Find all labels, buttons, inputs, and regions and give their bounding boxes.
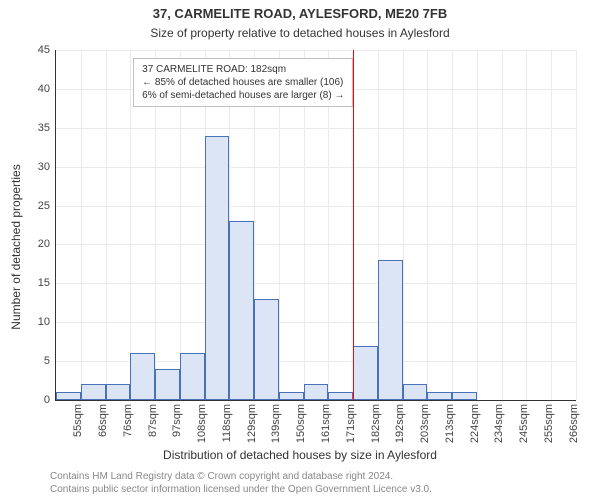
histogram-bar xyxy=(56,392,81,400)
x-tick-label: 224sqm xyxy=(469,404,481,443)
gridline-h xyxy=(56,167,576,168)
x-tick-label: 55sqm xyxy=(72,404,84,437)
histogram-bar xyxy=(328,392,353,400)
x-tick-label: 76sqm xyxy=(122,404,134,437)
gridline-h xyxy=(56,244,576,245)
y-tick-label: 25 xyxy=(38,200,50,212)
y-tick-label: 35 xyxy=(38,122,50,134)
gridline-v xyxy=(452,50,453,400)
gridline-v xyxy=(576,50,577,400)
y-tick-label: 45 xyxy=(38,44,50,56)
x-tick-label: 213sqm xyxy=(444,404,456,443)
x-tick-label: 87sqm xyxy=(147,404,159,437)
gridline-v xyxy=(526,50,527,400)
histogram-bar xyxy=(254,299,279,400)
x-tick-label: 66sqm xyxy=(97,404,109,437)
histogram-bar xyxy=(180,353,205,400)
histogram-bar xyxy=(304,384,329,400)
x-tick-label: 171sqm xyxy=(345,404,357,443)
y-tick-label: 5 xyxy=(44,355,50,367)
y-tick-label: 40 xyxy=(38,83,50,95)
histogram-bar xyxy=(427,392,452,400)
x-tick-label: 245sqm xyxy=(518,404,530,443)
x-tick-label: 97sqm xyxy=(171,404,183,437)
x-tick-label: 139sqm xyxy=(270,404,282,443)
chart-title-address: 37, CARMELITE ROAD, AYLESFORD, ME20 7FB xyxy=(0,6,600,21)
gridline-v xyxy=(130,50,131,400)
annotation-line-2: ← 85% of detached houses are smaller (10… xyxy=(142,76,344,89)
x-axis-label: Distribution of detached houses by size … xyxy=(0,448,600,462)
credit-line-2: Contains public sector information licen… xyxy=(50,484,590,497)
gridline-v xyxy=(106,50,107,400)
histogram-bar xyxy=(205,136,230,400)
histogram-bar xyxy=(155,369,180,400)
x-tick-label: 203sqm xyxy=(419,404,431,443)
histogram-bar xyxy=(452,392,477,400)
x-tick-label: 161sqm xyxy=(320,404,332,443)
credits-block: Contains HM Land Registry data © Crown c… xyxy=(50,471,590,496)
x-tick-label: 129sqm xyxy=(246,404,258,443)
gridline-h xyxy=(56,50,576,51)
annotation-box: 37 CARMELITE ROAD: 182sqm← 85% of detach… xyxy=(133,58,353,107)
histogram-bar xyxy=(378,260,403,400)
gridline-v xyxy=(477,50,478,400)
histogram-bar xyxy=(279,392,304,400)
y-tick-label: 30 xyxy=(38,161,50,173)
x-tick-label: 234sqm xyxy=(493,404,505,443)
x-tick-label: 150sqm xyxy=(295,404,307,443)
gridline-v xyxy=(81,50,82,400)
x-tick-label: 266sqm xyxy=(568,404,580,443)
x-tick-label: 192sqm xyxy=(394,404,406,443)
gridline-v xyxy=(551,50,552,400)
x-tick-label: 118sqm xyxy=(221,404,233,442)
gridline-v xyxy=(502,50,503,400)
histogram-bar xyxy=(106,384,131,400)
gridline-h xyxy=(56,283,576,284)
histogram-bar xyxy=(353,346,378,400)
annotation-line-3: 6% of semi-detached houses are larger (8… xyxy=(142,89,344,102)
y-tick-label: 15 xyxy=(38,277,50,289)
chart-title-desc: Size of property relative to detached ho… xyxy=(0,26,600,40)
histogram-bar xyxy=(229,221,254,400)
y-tick-label: 10 xyxy=(38,316,50,328)
gridline-h xyxy=(56,128,576,129)
y-tick-label: 20 xyxy=(38,238,50,250)
gridline-v xyxy=(427,50,428,400)
gridline-h xyxy=(56,322,576,323)
chart-plot-area: 05101520253035404555sqm66sqm76sqm87sqm97… xyxy=(55,50,576,401)
x-tick-label: 255sqm xyxy=(543,404,555,443)
y-axis-label: Number of detached properties xyxy=(9,137,23,357)
x-tick-label: 182sqm xyxy=(370,404,382,443)
x-tick-label: 108sqm xyxy=(196,404,208,443)
annotation-line-1: 37 CARMELITE ROAD: 182sqm xyxy=(142,63,344,76)
y-tick-label: 0 xyxy=(44,394,50,406)
histogram-bar xyxy=(81,384,106,400)
histogram-bar xyxy=(403,384,428,400)
gridline-v xyxy=(403,50,404,400)
gridline-h xyxy=(56,206,576,207)
histogram-bar xyxy=(130,353,155,400)
credit-line-1: Contains HM Land Registry data © Crown c… xyxy=(50,471,590,484)
